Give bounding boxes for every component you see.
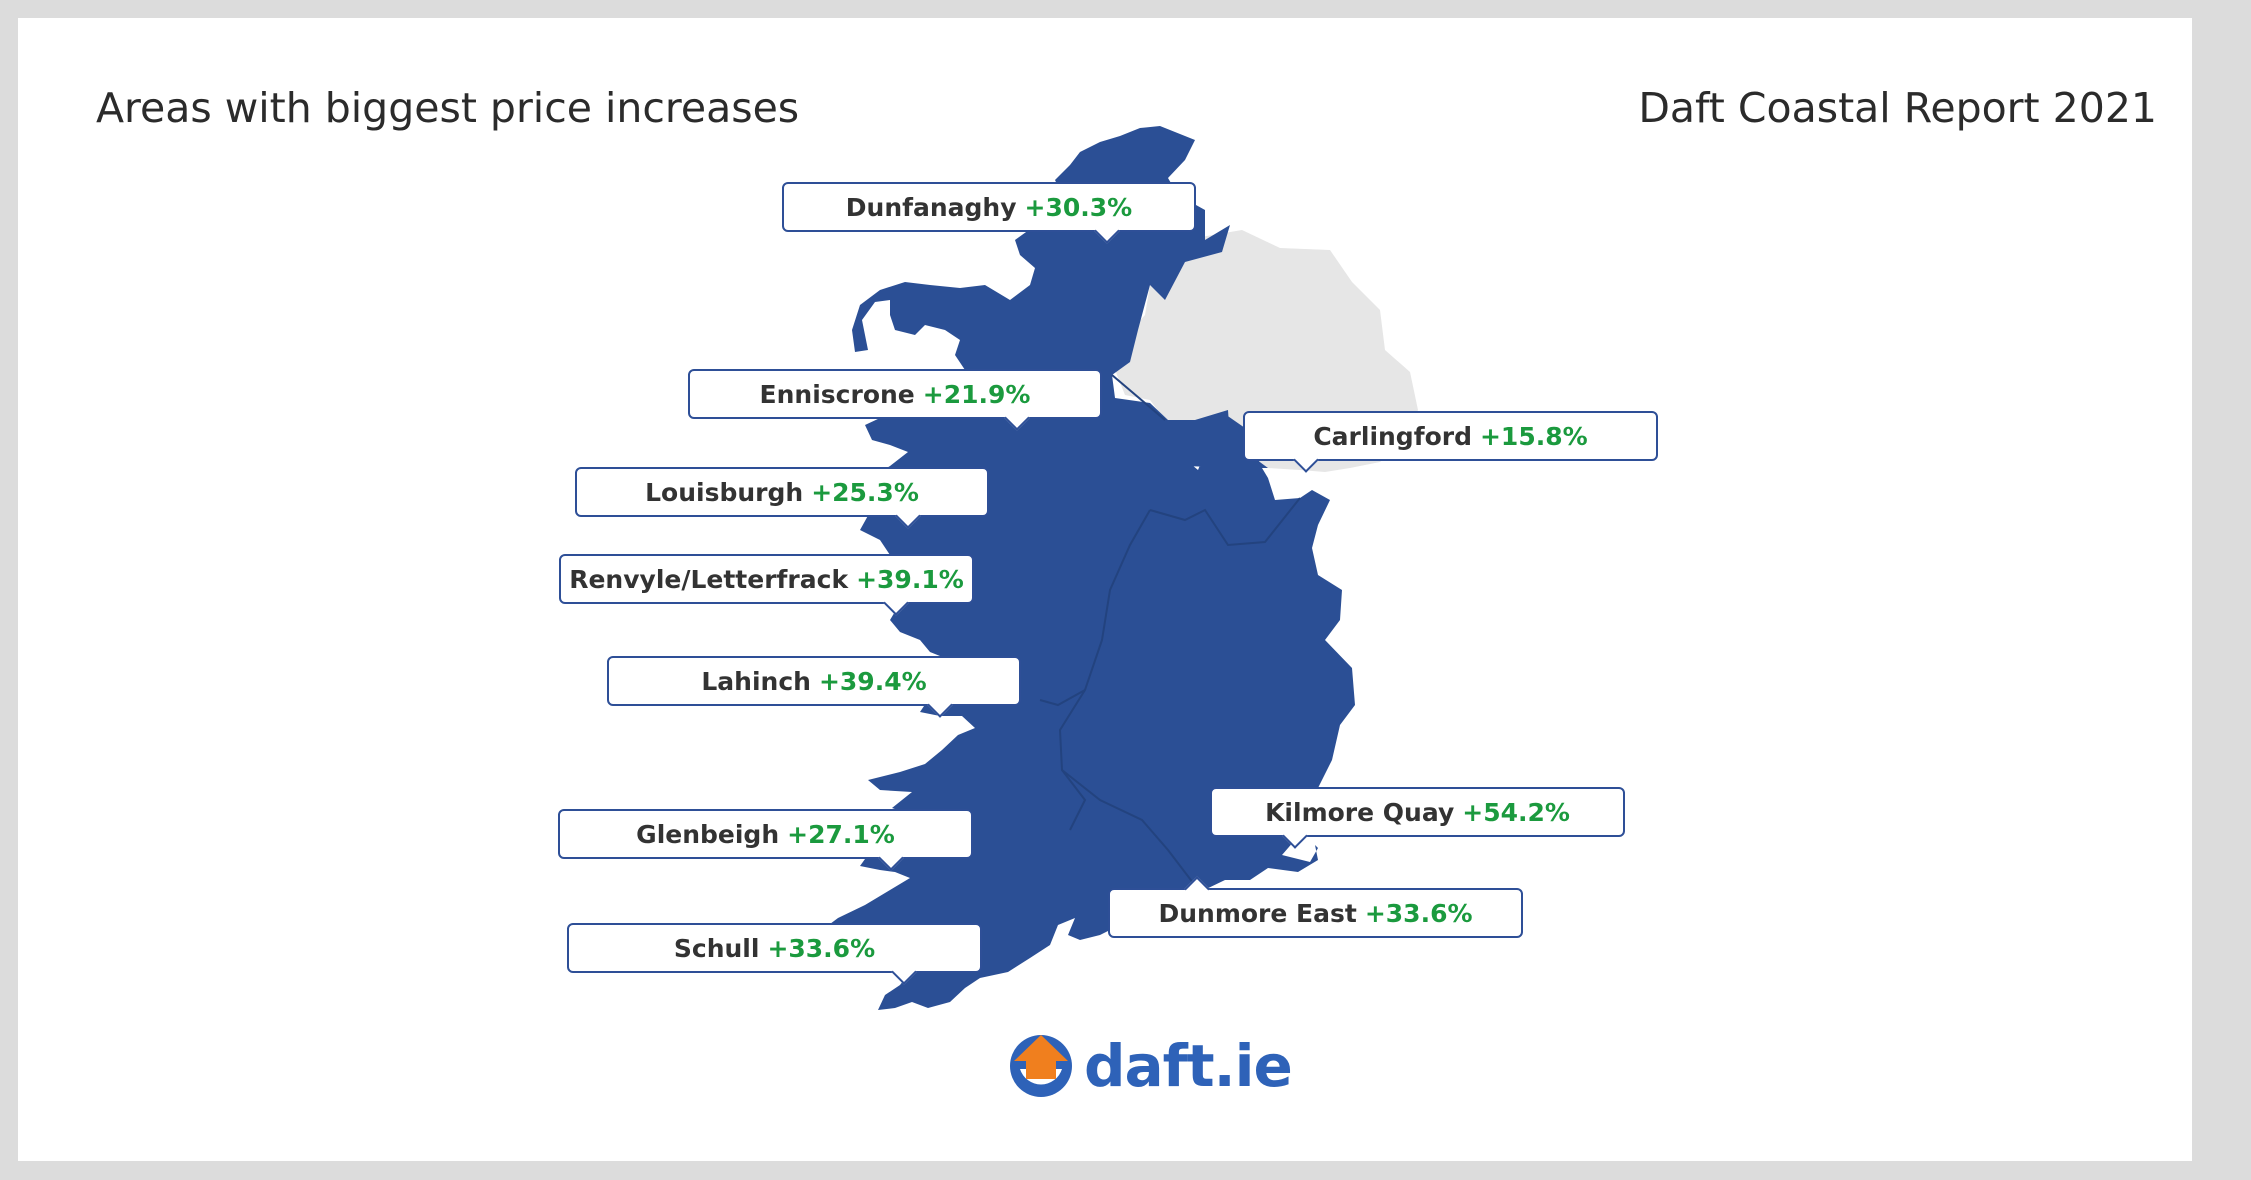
- location-name: Schull: [673, 933, 760, 963]
- price-change: +33.6%: [767, 933, 876, 963]
- price-change: +39.1%: [856, 564, 964, 594]
- price-change: +33.6%: [1364, 898, 1473, 928]
- location-name: Glenbeigh: [636, 819, 780, 849]
- county-borders: [1039, 374, 1301, 893]
- logo-text: daft.ie: [1084, 1032, 1293, 1100]
- callout-dunfanaghy[interactable]: Dunfanaghy +30.3%: [782, 182, 1196, 244]
- callout-dunmore-east[interactable]: Dunmore East +33.6%: [1108, 876, 1523, 938]
- price-change: +21.9%: [922, 379, 1031, 409]
- location-name: Enniscrone: [759, 379, 915, 409]
- callout-carlingford[interactable]: Carlingford +15.8%: [1243, 411, 1658, 473]
- location-name: Dunfanaghy: [845, 192, 1017, 222]
- location-name: Louisburgh: [645, 477, 804, 507]
- callout-schull[interactable]: Schull +33.6%: [567, 923, 982, 985]
- location-name: Dunmore East: [1158, 898, 1357, 928]
- price-change: +39.4%: [818, 666, 927, 696]
- location-name: Carlingford: [1313, 421, 1472, 451]
- callout-louisburgh[interactable]: Louisburgh +25.3%: [575, 467, 989, 529]
- price-change: +54.2%: [1462, 797, 1570, 827]
- location-name: Lahinch: [701, 666, 811, 696]
- callout-enniscrone[interactable]: Enniscrone +21.9%: [688, 369, 1102, 431]
- callout-lahinch[interactable]: Lahinch +39.4%: [607, 656, 1021, 718]
- price-change: +25.3%: [811, 477, 919, 507]
- location-name: Renvyle/Letterfrack: [569, 564, 849, 594]
- callout-renvyle-letterfrack[interactable]: Renvyle/Letterfrack +39.1%: [559, 554, 974, 616]
- price-change: +27.1%: [787, 819, 895, 849]
- map-title: Areas with biggest price increases: [96, 84, 800, 132]
- price-change: +15.8%: [1479, 421, 1588, 451]
- price-change: +30.3%: [1024, 192, 1133, 222]
- report-name: Daft Coastal Report 2021: [1638, 84, 2157, 132]
- callout-kilmore-quay[interactable]: Kilmore Quay +54.2%: [1210, 787, 1625, 849]
- daft-logo[interactable]: daft.ie: [1008, 1032, 1293, 1100]
- location-name: Kilmore Quay: [1265, 797, 1455, 827]
- callout-glenbeigh[interactable]: Glenbeigh +27.1%: [558, 809, 973, 871]
- house-arrow-icon: [1010, 1035, 1072, 1097]
